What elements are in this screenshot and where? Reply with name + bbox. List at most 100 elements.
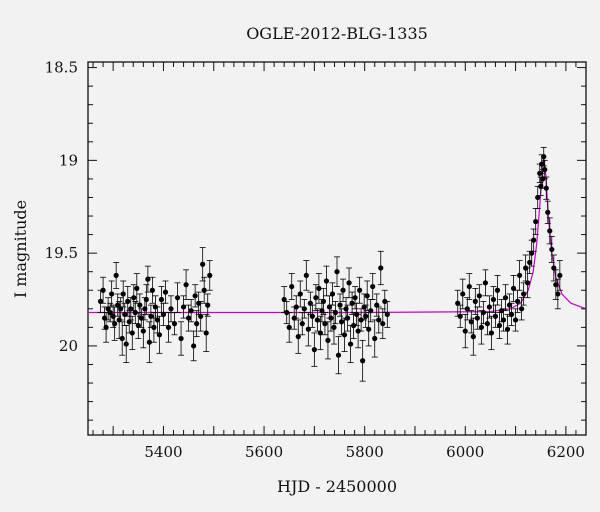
point-marker	[200, 261, 206, 267]
data-point	[543, 176, 550, 200]
point-marker	[299, 321, 305, 327]
point-marker	[107, 309, 113, 316]
data-point	[346, 267, 353, 299]
data-point	[334, 256, 340, 287]
point-marker	[468, 319, 474, 325]
data-point	[476, 284, 483, 308]
chart-title: OGLE-2012-BLG-1335	[246, 24, 428, 43]
point-marker	[137, 302, 143, 308]
y-tick-label: 19.5	[45, 244, 78, 262]
points-layer	[97, 146, 563, 382]
point-marker	[466, 283, 472, 290]
point-marker	[207, 272, 213, 279]
data-point	[344, 304, 351, 332]
data-point	[464, 297, 471, 321]
point-marker	[457, 313, 463, 319]
point-marker	[510, 285, 517, 291]
point-marker	[335, 352, 342, 358]
point-marker	[317, 330, 323, 336]
point-marker	[349, 300, 355, 306]
point-marker	[502, 295, 509, 301]
point-marker	[543, 185, 549, 191]
y-axis-label: I magnitude	[11, 200, 30, 298]
data-point	[526, 250, 533, 274]
point-marker	[555, 291, 561, 297]
point-marker	[357, 287, 363, 293]
point-marker	[313, 295, 319, 301]
point-marker	[135, 322, 141, 329]
point-marker	[355, 328, 361, 334]
data-point	[174, 282, 181, 313]
point-marker	[541, 154, 547, 160]
data-point	[508, 302, 515, 326]
point-marker	[346, 280, 352, 286]
data-point	[144, 265, 151, 293]
data-point	[307, 291, 314, 315]
point-marker	[498, 308, 505, 314]
data-point	[347, 325, 354, 364]
point-marker	[514, 298, 521, 304]
data-point	[355, 313, 362, 349]
data-point	[379, 308, 386, 339]
point-marker	[529, 250, 535, 256]
data-point	[516, 260, 523, 291]
point-marker	[311, 347, 317, 353]
point-marker	[472, 298, 478, 304]
data-point	[188, 299, 195, 323]
point-marker	[119, 335, 125, 342]
data-point	[192, 284, 199, 308]
point-marker	[126, 319, 132, 325]
point-marker	[352, 295, 358, 301]
data-point	[281, 286, 288, 313]
point-marker	[494, 287, 501, 293]
point-marker	[320, 298, 327, 304]
point-marker	[128, 306, 134, 312]
point-marker	[297, 291, 303, 297]
data-point	[312, 284, 319, 312]
point-marker	[281, 296, 287, 303]
point-marker	[145, 276, 151, 282]
point-marker	[557, 272, 563, 279]
point-marker	[188, 308, 194, 314]
point-marker	[368, 308, 374, 314]
point-marker	[293, 304, 299, 310]
point-marker	[351, 322, 357, 329]
point-marker	[140, 328, 146, 334]
data-point	[352, 286, 359, 310]
point-marker	[531, 237, 537, 243]
data-point	[502, 284, 509, 312]
point-marker	[496, 322, 503, 329]
point-marker	[103, 324, 109, 330]
data-point	[335, 336, 342, 375]
point-marker	[347, 341, 354, 347]
point-marker	[178, 335, 184, 342]
data-point	[524, 267, 531, 299]
point-marker	[506, 302, 513, 308]
y-tick-label: 19	[59, 151, 78, 169]
point-marker	[180, 304, 187, 310]
data-point	[149, 276, 156, 304]
data-point	[340, 278, 347, 302]
data-point	[341, 317, 348, 352]
data-point	[506, 293, 513, 317]
point-marker	[289, 283, 295, 290]
point-marker	[118, 306, 124, 312]
point-marker	[123, 341, 129, 347]
data-point	[544, 200, 551, 224]
point-marker	[533, 218, 539, 225]
point-marker	[328, 315, 334, 321]
point-marker	[305, 326, 311, 332]
point-marker	[384, 311, 390, 317]
point-marker	[380, 321, 386, 327]
data-point	[315, 273, 322, 304]
data-point	[454, 289, 461, 317]
x-tick-label: 5600	[245, 443, 283, 461]
data-point	[365, 312, 372, 347]
point-marker	[344, 315, 351, 321]
point-marker	[474, 315, 480, 321]
point-marker	[525, 280, 531, 286]
data-point	[168, 295, 174, 323]
point-marker	[332, 309, 339, 316]
data-point	[108, 280, 115, 308]
